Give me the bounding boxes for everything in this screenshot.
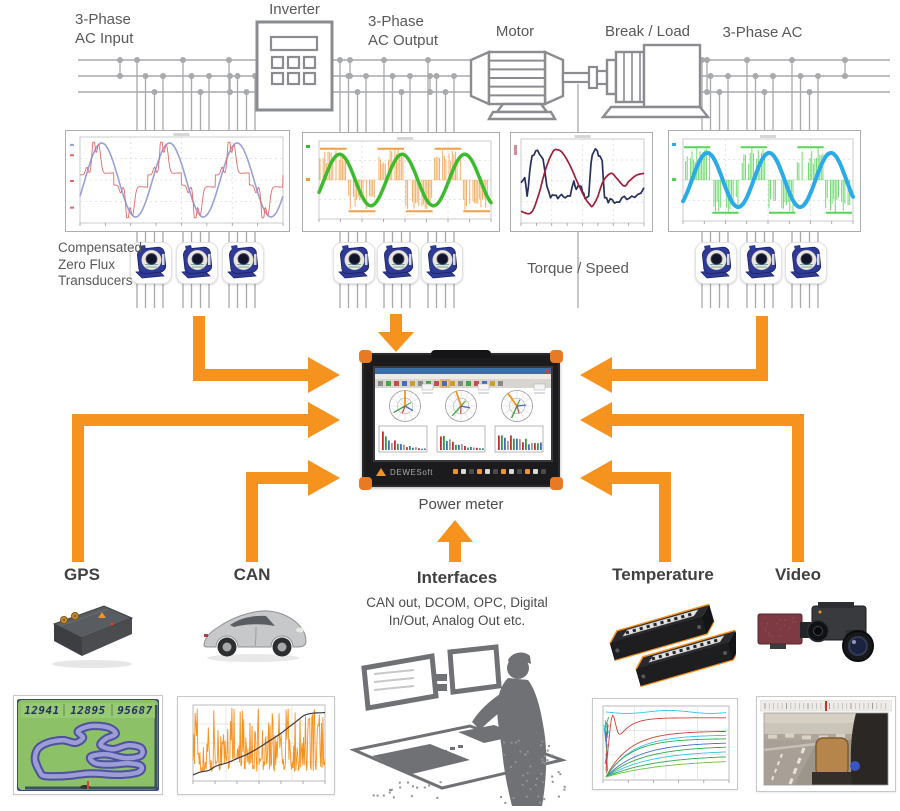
- meter-port-led: [541, 469, 546, 474]
- meter-port-led: [469, 469, 474, 474]
- meter-port-led: [509, 469, 514, 474]
- inverter-label: Inverter: [269, 1, 320, 18]
- label-line: AC Output: [368, 32, 439, 49]
- label-line: 3-Phase: [368, 13, 424, 30]
- temperature-curves-plot: [602, 705, 730, 783]
- temperature-heading: Temperature: [612, 565, 714, 584]
- transducer-label: Compensated Zero Flux Transducers: [58, 240, 142, 290]
- meter-port-led: [493, 469, 498, 474]
- meter-corner: [550, 350, 563, 363]
- can-heading: CAN: [233, 565, 271, 584]
- meter-port-led: [501, 469, 506, 474]
- ac-input-label: 3-Phase AC Input: [75, 10, 133, 48]
- three-phase-ac-label: 3-Phase AC: [722, 24, 803, 41]
- ac-output-label: 3-Phase AC Output: [368, 12, 438, 50]
- label-line: Zero Flux: [58, 256, 116, 272]
- temperature-curves-chart: [592, 698, 738, 790]
- meter-port-led: [477, 469, 482, 474]
- can-log-plot: [192, 704, 326, 784]
- gps-heading: GPS: [64, 565, 100, 584]
- gps-track-display: 12941 12895 95687: [13, 695, 163, 795]
- meter-screen-app: [375, 368, 551, 460]
- gps-receiver-drawing: [52, 605, 134, 668]
- ac-input-waveform-chart: [65, 130, 290, 232]
- control-room-sketch: [349, 644, 568, 806]
- can-log-chart: [177, 696, 335, 795]
- power-meter-label: Power meter: [418, 496, 504, 513]
- ac-output-waveform-chart: [302, 132, 500, 232]
- gps-track-screen: 12941 12895 95687: [16, 698, 160, 792]
- meter-corner: [359, 477, 372, 490]
- temperature-modules-image: [596, 590, 741, 700]
- svg-text:12941: 12941: [24, 704, 60, 717]
- meter-port-led: [517, 469, 522, 474]
- meter-front-panel: DEWESoft: [362, 463, 560, 483]
- ac-output-plot: [306, 137, 493, 222]
- video-frame-preview: [756, 696, 896, 792]
- three-phase-ac-plot: [672, 135, 855, 224]
- interfaces-description: CAN out, DCOM, OPC, Digital In/Out, Anal…: [366, 595, 548, 628]
- meter-port-led: [525, 469, 530, 474]
- video-cameras-drawing: [757, 602, 874, 662]
- temperature-modules-drawing: [609, 603, 741, 688]
- meter-handle: [431, 350, 491, 358]
- label-line: AC Input: [75, 30, 134, 47]
- meter-corner: [550, 477, 563, 490]
- three-phase-ac-waveform-chart: [668, 130, 861, 232]
- interfaces-heading: Interfaces: [416, 568, 498, 587]
- torque-speed-plot: [514, 135, 645, 226]
- torque-speed-label: Torque / Speed: [527, 260, 629, 277]
- power-meter-screen: [373, 366, 553, 462]
- meter-port-led: [533, 469, 538, 474]
- label-line: Transducers: [58, 273, 133, 288]
- incar-video-frame: [759, 699, 893, 786]
- meter-brand-text: DEWESoft: [390, 468, 434, 477]
- svg-text:95687: 95687: [117, 704, 153, 717]
- meter-port-led: [453, 469, 458, 474]
- dewesoft-logo-icon: [376, 468, 386, 476]
- gps-receiver-image: [40, 596, 140, 676]
- label-line: 3-Phase: [75, 11, 131, 28]
- control-room-image: [349, 638, 570, 811]
- torque-speed-chart: [510, 132, 653, 232]
- meter-corner: [359, 350, 372, 363]
- label-line: Compensated: [58, 240, 143, 255]
- power-meter-device: DEWESoft: [359, 350, 563, 490]
- ac-input-plot: [70, 133, 284, 226]
- video-cameras-image: [750, 600, 890, 677]
- can-car-image: [196, 594, 311, 671]
- break-load-label: Break / Load: [604, 23, 691, 40]
- sports-car-drawing: [203, 610, 307, 662]
- video-heading: Video: [775, 565, 821, 584]
- meter-ports: [453, 469, 546, 474]
- motor-label: Motor: [495, 23, 535, 40]
- meter-port-led: [461, 469, 466, 474]
- svg-text:12895: 12895: [70, 704, 106, 717]
- meter-port-led: [485, 469, 490, 474]
